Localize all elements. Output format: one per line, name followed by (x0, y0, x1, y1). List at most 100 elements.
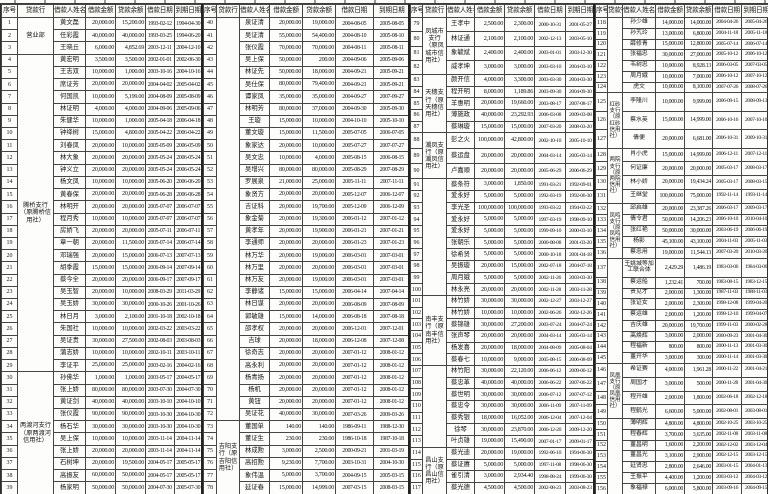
borrower-name-cell: 何证廉 (622, 161, 656, 177)
loan-balance-cell: 15,490.00 (504, 435, 535, 448)
borrower-name-cell: 彭之火 (446, 132, 475, 149)
start-date-cell: 1993-02-12 (145, 16, 175, 31)
column-header: 借款金额 (85, 4, 116, 18)
loan-balance-cell: 11,500.00 (302, 126, 336, 141)
borrower-name-cell: 林日月 (53, 310, 86, 324)
loan-amount-cell: 20,000.00 (474, 330, 505, 343)
borrower-name-cell: 周月娥 (446, 271, 475, 285)
bank-cell: 凤城市支行（原凤城市信用社） (422, 16, 447, 76)
column-header: 借款人姓名 (53, 4, 86, 18)
loan-balance-cell: 20,000.00 (504, 147, 535, 165)
loan-amount-cell: 19,000.00 (655, 246, 685, 259)
due-date-cell: 2003-08-03 (173, 334, 203, 348)
loan-amount-cell: 15,000.00 (85, 126, 116, 141)
loan-balance-cell: 30,000.00 (684, 224, 713, 237)
borrower-name-cell: 薛修青 (622, 38, 656, 51)
serial-cell: 122 (595, 60, 608, 72)
due-date-cell: 2004-10-30 (372, 456, 411, 471)
table-row: 118 孙少雄 14,000.00 14,000.00 2004-04-26 2005-0… (595, 16, 768, 94)
table-row: 39 杨家明 50,000.00 50,000.00 2004-07-30 2005-07… (1, 481, 203, 494)
start-date-cell: 2005-07-14 (712, 38, 742, 51)
due-date-cell: 2003-08-01 (741, 404, 768, 420)
loan-amount-cell: 40,000.00 (474, 109, 505, 122)
loan-balance-cell: 23,387.26 (684, 202, 713, 215)
loan-amount-cell: 5,000.00 (474, 190, 505, 203)
borrower-name-cell: 杨影 (622, 235, 656, 248)
table-row: 25 林日月 3,000.00 2,100.00 2001-10-18 2002-10-1… (1, 310, 203, 324)
loan-balance-cell: 10,000.00 (302, 114, 336, 128)
loan-amount-cell: 45,100.00 (655, 235, 685, 248)
borrower-name-cell: 延贤忠 (622, 461, 656, 473)
loan-amount-cell: 100,000.00 (655, 188, 685, 204)
loan-balance-cell: 10,000.00 (115, 432, 146, 446)
due-date-cell: 2003-10-11 (173, 346, 203, 361)
due-date-cell: 1988-12-30 (372, 420, 411, 434)
borrower-name-cell: 徐奇志 (239, 346, 270, 361)
loan-amount-cell: 15,000.00 (269, 285, 303, 300)
column-header: 序号 (595, 4, 608, 18)
loan-balance-cell: 30,000.00 (115, 420, 146, 434)
loan-balance-cell: 30,000.00 (504, 388, 535, 402)
borrower-name-cell: 高招勲 (239, 456, 270, 471)
loan-amount-cell: 4,000.00 (655, 362, 685, 378)
start-date-cell: 2005-12-07 (335, 188, 374, 202)
start-date-cell: 2007-03-20 (712, 246, 742, 259)
loan-amount-cell: 20,000.00 (269, 322, 303, 336)
table-row: 94 爱永好 5,000.00 5,000.00 1997-03-19 1998-09-1… (410, 213, 596, 227)
start-date-cell: 2001-10-18 (145, 310, 175, 324)
start-date-cell: 2004-04-02 (145, 78, 175, 92)
loan-balance-cell: 300.00 (684, 352, 713, 364)
due-date-cell: 1992-09-01 (564, 178, 596, 192)
start-date-cell: 1999-11-03 (712, 319, 742, 332)
due-date-cell: 1993-11-14 (741, 188, 768, 204)
serial-cell: 130 (595, 175, 608, 190)
loan-amount-cell: 10,000.00 (655, 70, 685, 83)
loan-amount-cell: 20,000.00 (269, 334, 303, 348)
due-date-cell: 2005-10-10 (372, 114, 411, 128)
loan-amount-cell: 4,800.00 (655, 418, 685, 430)
serial-cell: 147 (595, 376, 608, 392)
due-date-cell: 2000-03-10 (564, 225, 596, 238)
serial-cell: 4 (1, 53, 18, 67)
borrower-name-cell: 吴仕保 (239, 78, 270, 92)
table-row: 45 吴仕保 80,000.00 79,400.00 2004-09-21 2005-09… (203, 78, 411, 92)
due-date-cell: 2007-08-09 (372, 298, 411, 312)
loan-amount-cell: 10,000.00 (85, 114, 116, 128)
loan-amount-cell: 8,000.00 (474, 85, 505, 99)
loan-balance-cell: 5,199.00 (115, 90, 146, 104)
start-date-cell: 1983-08-15 (712, 276, 742, 289)
table-row: 99 周月娥 5,000.00 5,000.00 2002-11-26 2003-03-3… (410, 271, 596, 285)
loan-balance-cell: 27,500.00 (115, 334, 146, 348)
loan-balance-cell: 70,000.00 (302, 41, 336, 55)
table-row: 110 蔡忠令 30,000.00 30,000.00 2006-11-09 2007-1… (410, 400, 596, 413)
loan-balance-cell: 30,000.00 (115, 298, 146, 312)
start-date-cell: 2000-11-13 (712, 341, 742, 354)
loan-balance-cell: 700.00 (684, 276, 713, 289)
borrower-name-cell: 郭敏雄 (239, 310, 270, 324)
start-date-cell: 2006-04-14 (335, 285, 374, 300)
borrower-name-cell: 张上娇 (53, 383, 86, 397)
table-row: 51 吴文忠 10,000.00 4,000.00 2005-08-15 2006-08-… (203, 151, 411, 165)
start-date-cell: 2006-12-08 (335, 334, 374, 348)
table-row: 133 倩令君 50,000.00 14,206.23 2006-10-10 2010-0… (595, 213, 768, 226)
start-date-cell: 2005-08-15 (335, 151, 374, 165)
loan-amount-cell: 3,000.00 (655, 352, 685, 364)
loan-table-group-2: 序号 贷款行 借款人姓名 借款金额 贷款余额 借款日期 到期日期 40 泉证清 20,000.00… (201, 4, 411, 494)
loan-balance-cell: 2,100.00 (115, 310, 146, 324)
loan-balance-cell: 15,000.00 (302, 285, 336, 300)
due-date-cell: 2006-06-28 (173, 188, 203, 202)
start-date-cell: 2006-06-22 (534, 376, 566, 390)
serial-cell: 110 (410, 400, 423, 413)
loan-balance-cell: 10,000.00 (115, 322, 146, 336)
borrower-name-cell: 林竹娇 (446, 306, 475, 320)
serial-cell: 78 (203, 481, 217, 494)
due-date-cell: 2005-09-21 (372, 65, 411, 80)
loan-amount-cell: 10,000.00 (474, 306, 505, 320)
start-date-cell: 2005-06-28 (145, 188, 175, 202)
due-date-cell: 2005-03-14 (564, 147, 596, 165)
loan-balance-cell: 7,700.00 (302, 456, 336, 471)
loan-balance-cell: 2,400.00 (504, 45, 535, 61)
column-header: 到期日期 (173, 4, 203, 18)
loan-amount-cell: 30,000.00 (474, 295, 505, 308)
loan-amount-cell: 140.00 (269, 420, 303, 434)
